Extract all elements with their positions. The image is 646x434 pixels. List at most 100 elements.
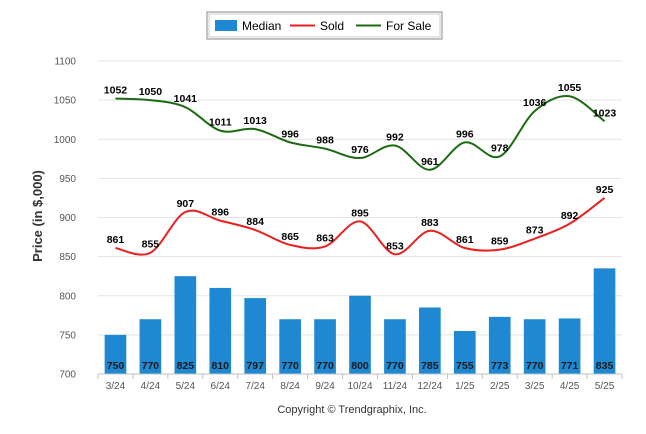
legend-box bbox=[206, 11, 443, 40]
median-bar-label: 770 bbox=[526, 360, 544, 372]
sold-data-label: 884 bbox=[246, 216, 264, 228]
x-tick-label: 7/24 bbox=[245, 381, 265, 392]
median-bar-label: 770 bbox=[386, 360, 404, 372]
for-sale-data-label: 1023 bbox=[593, 107, 617, 119]
y-tick-label: 1050 bbox=[54, 96, 77, 107]
median-bar bbox=[104, 334, 127, 374]
sold-data-label: 853 bbox=[386, 240, 404, 252]
median-bar-label: 825 bbox=[177, 360, 195, 372]
median-bar bbox=[453, 330, 476, 374]
x-tick-label: 5/25 bbox=[595, 381, 615, 392]
median-bar-label: 770 bbox=[281, 360, 299, 372]
median-bar bbox=[174, 276, 197, 374]
for-sale-data-label: 1036 bbox=[523, 97, 547, 109]
legend-label-median: Median bbox=[242, 19, 281, 33]
legend: Median Sold For Sale bbox=[206, 11, 443, 40]
for-sale-data-label: 976 bbox=[351, 144, 369, 156]
y-axis-label: Price (in $,000) bbox=[30, 170, 45, 262]
for-sale-data-label: 988 bbox=[316, 135, 334, 147]
sold-data-label: 925 bbox=[596, 184, 614, 196]
y-tick-label: 900 bbox=[59, 213, 76, 224]
for-sale-data-label: 992 bbox=[386, 132, 404, 144]
legend-inner-border bbox=[208, 13, 441, 38]
for-sale-data-label: 1013 bbox=[244, 115, 268, 127]
sold-data-label: 873 bbox=[526, 225, 544, 237]
y-tick-label: 1000 bbox=[54, 135, 77, 146]
x-tick-label: 1/25 bbox=[455, 381, 475, 392]
median-bar-label: 755 bbox=[456, 360, 474, 372]
median-bar-labels: 750 770 825 810 797 770 770 800 770 785 755 773 770 7… bbox=[107, 360, 614, 372]
x-tick-label: 10/24 bbox=[347, 381, 372, 392]
for-sale-data-label: 1055 bbox=[558, 82, 582, 94]
x-tick-label: 9/24 bbox=[315, 381, 335, 392]
median-bar bbox=[558, 318, 581, 374]
for-sale-data-label: 961 bbox=[421, 156, 439, 168]
sold-data-label: 861 bbox=[456, 234, 474, 246]
median-bar bbox=[593, 268, 616, 374]
median-bar bbox=[209, 287, 232, 374]
sold-data-label: 892 bbox=[561, 210, 579, 222]
median-bar-label: 773 bbox=[491, 360, 509, 372]
median-bar bbox=[279, 319, 301, 374]
sold-data-label: 861 bbox=[107, 234, 125, 246]
median-bar-label: 785 bbox=[421, 360, 439, 372]
sold-data-label: 859 bbox=[491, 236, 509, 248]
median-bar bbox=[244, 298, 267, 374]
sold-line bbox=[115, 197, 606, 256]
sold-data-label: 883 bbox=[421, 217, 439, 229]
median-bar bbox=[349, 295, 371, 374]
legend-swatch-median bbox=[215, 20, 237, 31]
median-bar bbox=[488, 316, 511, 374]
sold-data-label: 907 bbox=[177, 198, 195, 210]
y-tick-label: 1100 bbox=[54, 57, 76, 68]
x-tick-label: 5/24 bbox=[176, 381, 196, 392]
x-tick-label: 12/24 bbox=[417, 381, 442, 392]
for-sale-data-label: 1052 bbox=[104, 85, 128, 97]
x-tick-label: 2/25 bbox=[490, 381, 510, 392]
x-tick-label: 3/24 bbox=[106, 381, 126, 392]
for-sale-data-label: 978 bbox=[491, 142, 509, 154]
for-sale-data-label: 1041 bbox=[174, 93, 198, 105]
for-sale-data-label: 1011 bbox=[209, 117, 232, 129]
y-tick-label: 850 bbox=[59, 252, 76, 263]
median-bar-label: 835 bbox=[596, 360, 614, 372]
y-tick-label: 950 bbox=[59, 174, 76, 185]
y-axis-ticks: 700 750 800 850 900 950 1000 1050 1100 bbox=[54, 57, 77, 381]
legend-label-for-sale: For Sale bbox=[386, 19, 432, 33]
median-bar bbox=[139, 319, 162, 374]
x-axis-ticks: 3/24 4/24 5/24 6/24 7/24 8/24 9/24 10/24 11/24 12… bbox=[97, 374, 623, 392]
series-lines bbox=[115, 94, 606, 256]
legend-label-sold: Sold bbox=[320, 19, 344, 33]
x-tick-label: 8/24 bbox=[280, 381, 300, 392]
sold-data-label: 863 bbox=[316, 232, 334, 244]
x-tick-label: 3/25 bbox=[525, 381, 545, 392]
copyright-text: Copyright © Trendgraphix, Inc. bbox=[277, 404, 426, 416]
median-bar-label: 810 bbox=[212, 360, 230, 372]
sold-data-label: 895 bbox=[351, 207, 369, 219]
x-tick-label: 4/25 bbox=[560, 381, 580, 392]
line-data-labels: 861 855 907 896 884 865 863 895 853 883 861 859 873 8… bbox=[104, 82, 617, 252]
for-sale-data-label: 1050 bbox=[139, 86, 163, 98]
median-bar bbox=[523, 319, 546, 374]
median-bar-label: 770 bbox=[316, 360, 334, 372]
median-bar-label: 770 bbox=[142, 360, 160, 372]
sold-data-label: 896 bbox=[212, 207, 230, 219]
y-tick-label: 700 bbox=[59, 370, 76, 381]
y-tick-label: 750 bbox=[59, 330, 76, 341]
median-bars bbox=[104, 268, 616, 374]
for-sale-data-label: 996 bbox=[456, 128, 474, 140]
for-sale-data-label: 996 bbox=[281, 128, 299, 140]
median-bar-label: 750 bbox=[107, 360, 125, 372]
median-bar-label: 771 bbox=[561, 360, 579, 372]
median-bar bbox=[419, 307, 441, 374]
median-bar bbox=[384, 319, 406, 374]
sold-data-label: 855 bbox=[142, 239, 160, 251]
median-bar bbox=[314, 319, 336, 374]
sold-data-label: 865 bbox=[281, 231, 299, 243]
x-tick-label: 4/24 bbox=[141, 381, 161, 392]
x-tick-label: 11/24 bbox=[383, 381, 408, 392]
median-bar-label: 800 bbox=[351, 360, 369, 372]
y-tick-label: 800 bbox=[59, 291, 76, 302]
for-sale-line bbox=[115, 94, 606, 171]
